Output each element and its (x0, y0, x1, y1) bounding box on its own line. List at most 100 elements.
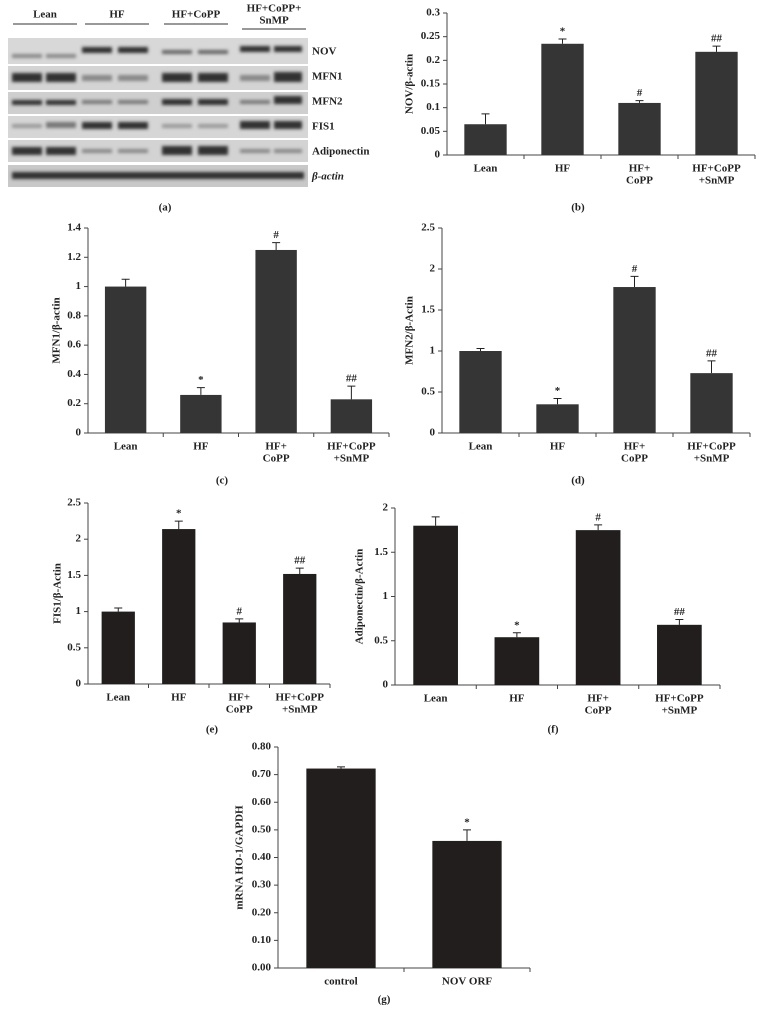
y-tick-label: 0.2 (426, 54, 440, 66)
x-tick-label: HF+ (265, 441, 287, 453)
bar (222, 622, 256, 684)
y-tick-label: 2.5 (67, 497, 81, 509)
x-tick-label: HF+ (587, 693, 609, 705)
x-tick-label: HF (550, 441, 566, 453)
x-tick-label: CoPP (226, 704, 253, 716)
y-tick-label: 0.70 (252, 768, 272, 780)
y-tick-label: 0.00 (252, 962, 272, 974)
error-bar (553, 398, 562, 405)
caption: (b) (571, 202, 585, 214)
blot-group-label: HF (109, 9, 125, 21)
y-tick-label: 0.60 (252, 796, 272, 808)
protein-label: FIS1 (312, 121, 335, 133)
blot-image (8, 38, 308, 187)
protein-label: NOV (312, 46, 337, 58)
bar (330, 399, 373, 433)
y-tick-label: 0.5 (374, 634, 388, 646)
x-tick-label: HF+ (228, 692, 250, 704)
bar (494, 637, 540, 685)
x-tick-label: Lean (424, 693, 448, 705)
y-tick-label: 2.5 (421, 222, 435, 234)
y-tick-label: 0.15 (421, 78, 441, 90)
bar (306, 768, 376, 968)
error-bar (635, 100, 644, 103)
x-tick-label: Lean (114, 441, 138, 453)
error-bar (476, 348, 485, 351)
x-tick-label: CoPP (585, 705, 612, 717)
y-tick-label: 1.4 (67, 222, 81, 234)
x-tick-label: HF (171, 692, 187, 704)
y-tick-label: 0.80 (252, 741, 272, 753)
error-bar (512, 632, 521, 638)
y-tick-label: 1 (430, 345, 436, 357)
y-axis-label: MFN2/β-Actin (404, 296, 416, 365)
error-bar (272, 242, 281, 250)
caption: (f) (548, 724, 559, 736)
bar (432, 840, 502, 968)
y-tick-label: 0.2 (67, 397, 81, 409)
error-bar (431, 516, 440, 526)
significance-label: # (632, 263, 638, 275)
x-tick-label: CoPP (621, 453, 648, 465)
error-bar (347, 385, 356, 400)
y-tick-label: 1 (76, 280, 82, 292)
error-bar (114, 607, 123, 612)
error-bar (463, 829, 471, 841)
x-tick-label: Lean (106, 692, 130, 704)
significance-label: ## (706, 347, 718, 359)
protein-label: MFN2 (312, 96, 343, 108)
y-tick-label: 0 (435, 149, 441, 161)
x-tick-label: HF+CoPP (692, 163, 741, 175)
y-tick-label: 0.1 (426, 101, 440, 113)
bar (255, 249, 297, 433)
y-tick-label: 0.8 (67, 309, 81, 321)
y-tick-label: 2 (76, 533, 82, 545)
error-bar (594, 524, 603, 531)
bar (459, 351, 502, 433)
y-tick-label: 0.5 (421, 386, 435, 398)
caption: (c) (216, 475, 229, 487)
y-tick-label: 1.2 (67, 251, 81, 263)
bar (657, 624, 702, 685)
y-tick-label: 1.5 (374, 546, 388, 558)
blot-group-label: HF+CoPP+ (247, 3, 302, 15)
x-tick-label: +SnMP (694, 453, 730, 465)
error-bar (235, 618, 244, 623)
error-bar (196, 387, 205, 395)
x-tick-label: NOV ORF (442, 976, 492, 988)
error-bar (675, 619, 684, 625)
error-bar (295, 567, 304, 574)
y-axis-label: MFN1/β-actin (51, 297, 63, 363)
y-tick-label: 1 (383, 590, 389, 602)
y-tick-label: 0.20 (252, 906, 272, 918)
error-bar (481, 113, 490, 125)
y-tick-label: 0 (76, 678, 82, 690)
bar (613, 287, 656, 433)
significance-label: # (237, 605, 243, 617)
y-tick-label: 0 (430, 427, 436, 439)
caption: (a) (159, 202, 172, 214)
significance-label: * (464, 816, 470, 828)
x-tick-label: +SnMP (699, 175, 735, 187)
y-tick-label: 0.4 (67, 368, 81, 380)
blot-group-label: HF+CoPP (172, 9, 221, 21)
error-bar (174, 520, 183, 530)
y-tick-label: 0.3 (426, 7, 440, 19)
significance-label: # (637, 87, 643, 99)
x-tick-label: +SnMP (662, 705, 698, 717)
x-tick-label: control (324, 976, 357, 988)
error-bar (337, 766, 345, 769)
protein-label: MFN1 (312, 71, 343, 83)
y-tick-label: 1 (76, 605, 82, 617)
error-bar (707, 360, 716, 374)
significance-label: ## (674, 606, 686, 618)
x-tick-label: HF+CoPP (327, 441, 376, 453)
caption: (g) (378, 994, 391, 1006)
y-tick-label: 0.25 (421, 30, 441, 42)
y-tick-label: 1.5 (67, 569, 81, 581)
bar (541, 43, 584, 156)
y-tick-label: 0.6 (67, 339, 81, 351)
y-tick-label: 0.30 (252, 879, 272, 891)
blot-group-label: Lean (33, 9, 57, 21)
x-tick-label: HF+CoPP (687, 441, 736, 453)
